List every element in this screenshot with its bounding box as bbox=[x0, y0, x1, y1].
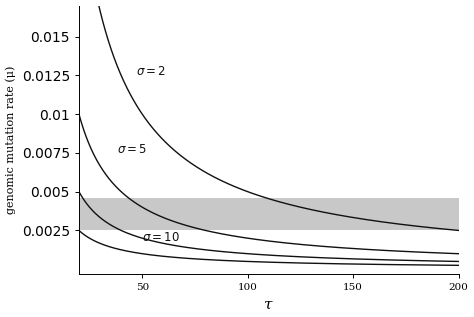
Text: $\sigma=2$: $\sigma=2$ bbox=[136, 65, 166, 78]
Text: $\sigma=10$: $\sigma=10$ bbox=[142, 230, 180, 243]
X-axis label: τ: τ bbox=[264, 297, 273, 311]
Y-axis label: genomic mutation rate (μ): genomic mutation rate (μ) bbox=[6, 66, 16, 214]
Text: $\sigma=5$: $\sigma=5$ bbox=[117, 143, 147, 156]
